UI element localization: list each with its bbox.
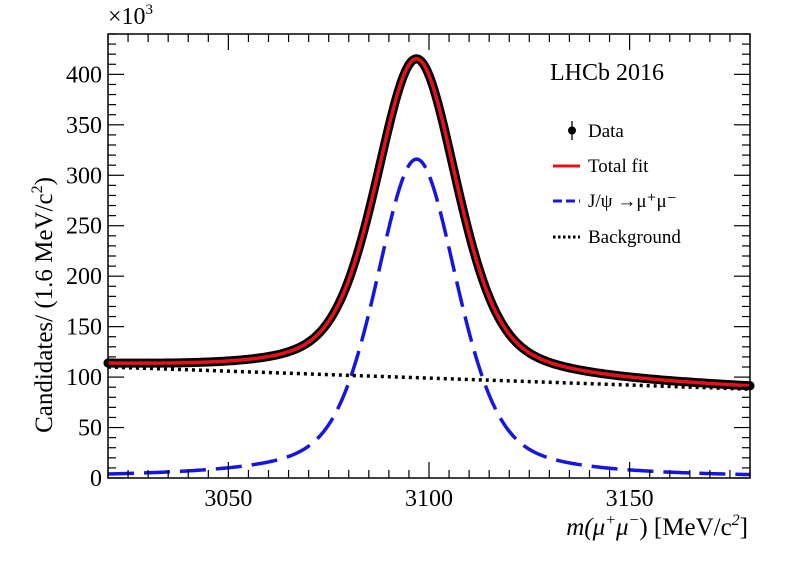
x-axis-title: m(μ+μ−) [MeV/c2] — [566, 512, 748, 541]
y-tick-label: 0 — [90, 466, 102, 492]
legend-label-signal: J/ψ →μ⁺μ⁻ — [588, 191, 677, 212]
y-tick-label: 250 — [66, 214, 102, 240]
legend-label-data: Data — [588, 121, 624, 142]
legend-entry-background: Background — [553, 227, 681, 248]
y-tick-label: 300 — [66, 163, 102, 189]
total-fit-line — [107, 57, 751, 388]
axes: 3050 3100 3150 0 50 100 150 200 250 300 350 400 — [66, 33, 751, 512]
experiment-annotation: LHCb 2016 — [550, 60, 664, 86]
y-tick-label: 350 — [66, 113, 102, 139]
legend-entry-signal: J/ψ →μ⁺μ⁻ — [553, 191, 677, 212]
legend-label-total: Total fit — [588, 156, 649, 177]
legend-label-background: Background — [588, 227, 681, 248]
y-tick-label: 100 — [66, 365, 102, 391]
x-tick-label: 3050 — [204, 486, 252, 512]
y-multiplier: ×103 — [108, 2, 153, 30]
curves — [103, 54, 755, 477]
y-tick-label: 50 — [78, 416, 102, 442]
y-axis-title: Candidates/ (1.6 MeV/c2) — [29, 177, 58, 433]
y-tick-label: 200 — [66, 264, 102, 290]
legend-data-marker — [568, 126, 576, 135]
legend-entry-total: Total fit — [553, 156, 649, 177]
legend-entry-data: Data — [568, 121, 624, 142]
background-line — [107, 365, 751, 391]
signal-line — [107, 157, 751, 477]
x-tick-label: 3150 — [606, 486, 654, 512]
plot-frame — [107, 33, 751, 479]
y-tick-label: 400 — [66, 62, 102, 88]
x-tick-label: 3100 — [405, 486, 453, 512]
y-tick-label: 150 — [66, 315, 102, 341]
legend: Data Total fit J/ψ →μ⁺μ⁻ Background — [553, 121, 681, 248]
